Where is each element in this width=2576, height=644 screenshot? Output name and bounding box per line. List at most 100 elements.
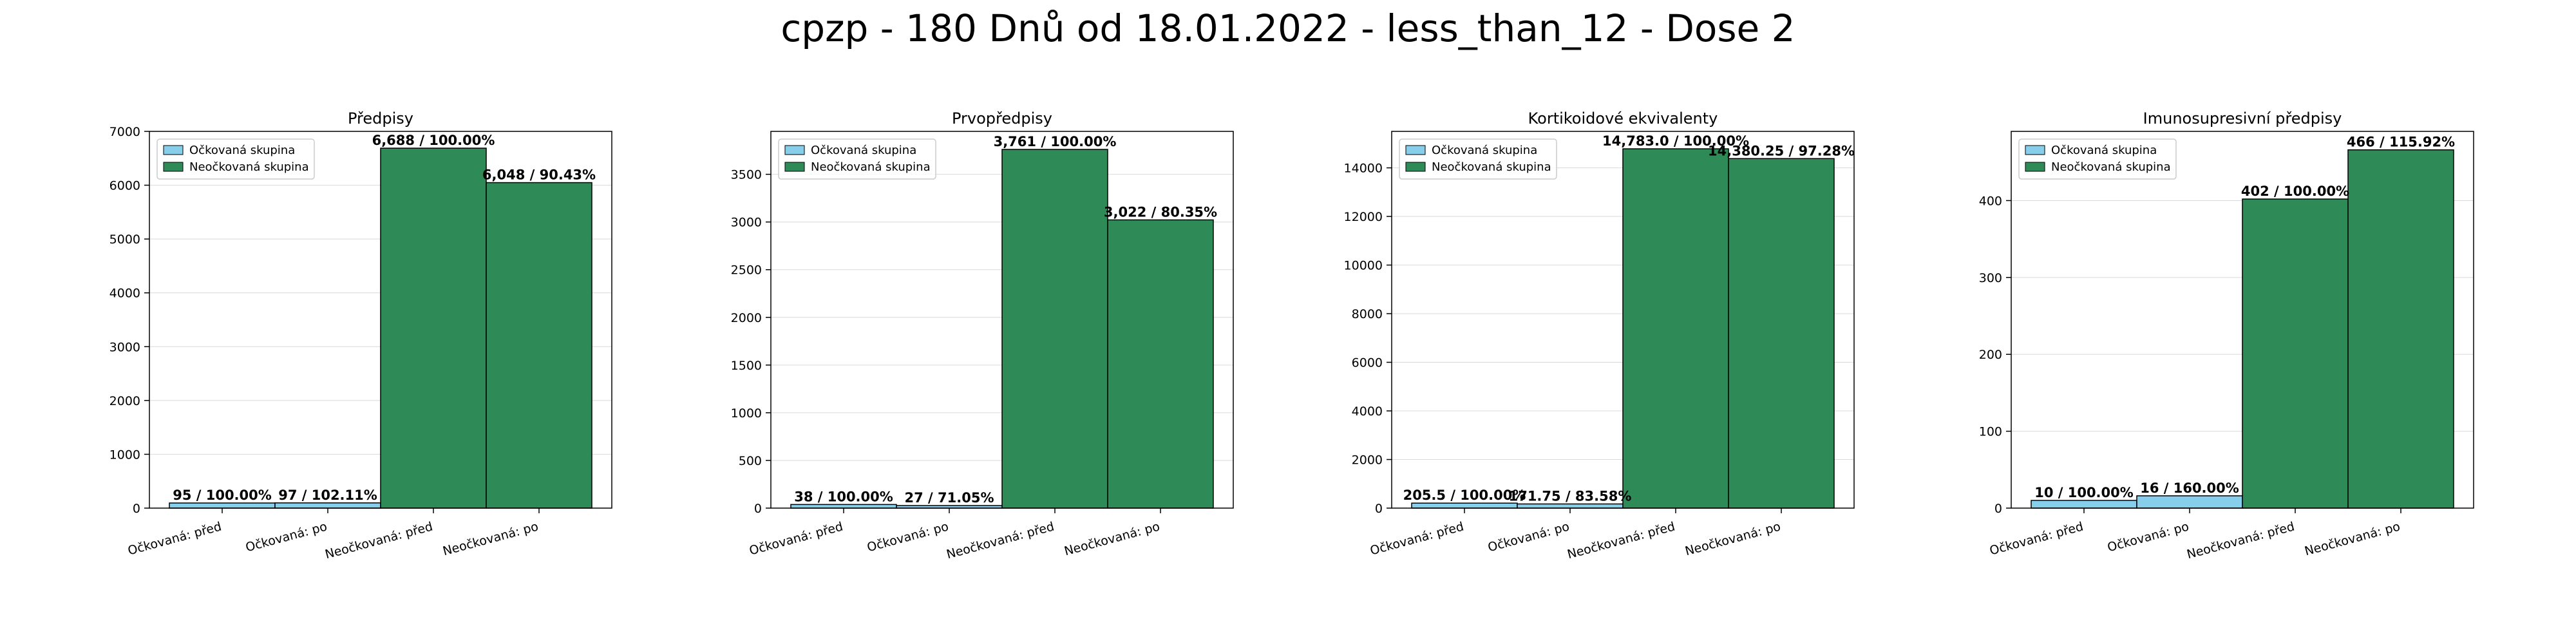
y-tick-label: 500 <box>739 454 762 468</box>
chart-panel-0: 0 1000 2000 3000 4000 5000 6000 7000 Očkovaná: p… <box>109 109 612 562</box>
y-tick-label: 10000 <box>1344 259 1383 273</box>
data-label-0: 205.5 / 100.00% <box>1403 488 1526 503</box>
y-tick-label: 2500 <box>731 263 762 278</box>
x-tick-label: Neočkovaná: po <box>1683 520 1782 559</box>
y-tick-label: 3000 <box>109 340 140 354</box>
y-tick-label: 0 <box>1994 502 2002 516</box>
y-tick-label: 4000 <box>1352 404 1383 419</box>
bar-1 <box>274 502 381 509</box>
legend-label-vaccinated: Očkovaná skupina <box>2051 144 2157 157</box>
y-tick-label: 6000 <box>1352 356 1383 370</box>
bar-3 <box>486 182 592 509</box>
y-tick-label: 8000 <box>1352 307 1383 321</box>
y-tick-label: 1000 <box>109 448 140 462</box>
plot-frame <box>770 131 1234 509</box>
y-tick-label: 5000 <box>109 232 140 247</box>
y-tick-label: 3000 <box>731 216 762 230</box>
y-tick-label: 2000 <box>109 394 140 408</box>
y-tick-label: 3500 <box>731 168 762 182</box>
legend-label-unvaccinated: Neočkovaná skupina <box>1432 160 1551 174</box>
data-label-3: 3,022 / 80.35% <box>1104 204 1217 220</box>
bar-0 <box>790 504 897 509</box>
y-tick-label: 400 <box>1979 194 2002 208</box>
plot-frame <box>149 131 612 509</box>
y-tick-label: 0 <box>133 502 140 516</box>
y-tick-label: 14000 <box>1344 162 1383 176</box>
legend-swatch-vaccinated <box>163 145 184 155</box>
data-label-2: 3,761 / 100.00% <box>994 134 1117 149</box>
legend-box <box>2018 138 2177 180</box>
legend-swatch-vaccinated <box>784 145 805 155</box>
x-tick-label: Očkovaná: před <box>1988 520 2085 558</box>
x-tick-label: Neočkovaná: před <box>1566 520 1676 562</box>
chart-title: Kortikoidové ekvivalenty <box>1528 109 1718 128</box>
bar-2 <box>380 147 487 509</box>
x-tick-label: Očkovaná: po <box>244 520 328 555</box>
x-tick-label: Očkovaná: před <box>126 520 223 558</box>
y-tick-label: 200 <box>1979 348 2002 362</box>
x-tick-label: Očkovaná: před <box>748 520 844 558</box>
data-label-1: 97 / 102.11% <box>278 488 377 503</box>
x-tick-label: Neočkovaná: po <box>441 520 540 559</box>
data-label-3: 14,380.25 / 97.28% <box>1708 143 1855 158</box>
x-tick-label: Očkovaná: před <box>1368 520 1465 558</box>
y-tick-label: 12000 <box>1344 210 1383 224</box>
bar-3 <box>2347 149 2454 509</box>
bar-1 <box>2136 495 2243 509</box>
chart-title: Imunosupresivní předpisy <box>2143 109 2342 128</box>
legend-box <box>156 138 315 180</box>
figure-title: cpzp - 180 Dnů od 18.01.2022 - less_than… <box>781 6 1795 50</box>
data-label-1: 171.75 / 83.58% <box>1509 489 1632 504</box>
y-tick-label: 0 <box>754 502 762 516</box>
y-tick-label: 0 <box>1375 502 1383 516</box>
data-label-3: 6,048 / 90.43% <box>482 167 596 183</box>
legend-swatch-unvaccinated <box>784 162 805 172</box>
bar-2 <box>2242 198 2349 509</box>
x-tick-label: Neočkovaná: po <box>1063 520 1161 559</box>
legend-box <box>1399 138 1557 180</box>
legend-swatch-vaccinated <box>1405 145 1426 155</box>
bar-0 <box>2031 500 2137 509</box>
bar-1 <box>1517 503 1624 509</box>
y-tick-label: 300 <box>1979 271 2002 285</box>
bar-3 <box>1107 219 1214 509</box>
data-label-3: 466 / 115.92% <box>2347 135 2455 150</box>
data-label-0: 10 / 100.00% <box>2034 485 2134 500</box>
data-label-0: 95 / 100.00% <box>173 488 272 503</box>
bar-2 <box>1622 148 1729 509</box>
legend-label-unvaccinated: Neočkovaná skupina <box>2051 160 2171 174</box>
x-tick-label: Neočkovaná: před <box>2185 520 2296 562</box>
y-tick-label: 100 <box>1979 425 2002 439</box>
legend-swatch-vaccinated <box>2025 145 2045 155</box>
bar-2 <box>1001 149 1108 509</box>
x-tick-label: Neočkovaná: před <box>945 520 1056 562</box>
x-tick-label: Neočkovaná: před <box>323 520 434 562</box>
bar-0 <box>1411 502 1518 509</box>
chart-title: Prvopředpisy <box>952 109 1052 128</box>
legend-box <box>778 138 936 180</box>
x-tick-label: Očkovaná: po <box>1486 520 1571 555</box>
legend-swatch-unvaccinated <box>163 162 184 172</box>
bar-3 <box>1728 158 1835 509</box>
legend-label-vaccinated: Očkovaná skupina <box>1432 144 1537 157</box>
data-label-1: 27 / 71.05% <box>905 490 994 506</box>
legend-swatch-unvaccinated <box>1405 162 1426 172</box>
legend-label-unvaccinated: Neočkovaná skupina <box>811 160 931 174</box>
data-label-2: 14,783.0 / 100.00% <box>1602 133 1749 149</box>
x-tick-label: Neočkovaná: po <box>2303 520 2401 559</box>
bar-0 <box>169 502 276 509</box>
y-tick-label: 7000 <box>109 125 140 139</box>
y-tick-label: 1500 <box>731 359 762 373</box>
y-tick-label: 1000 <box>731 406 762 421</box>
data-label-1: 16 / 160.00% <box>2140 480 2239 496</box>
y-tick-label: 4000 <box>109 287 140 301</box>
legend-label-vaccinated: Očkovaná skupina <box>811 144 916 157</box>
y-tick-label: 2000 <box>731 311 762 325</box>
chart-panel-1: 0 500 1000 1500 2000 2500 3000 3500 Očkovaná: př… <box>731 109 1234 562</box>
x-tick-label: Očkovaná: po <box>2106 520 2190 555</box>
plot-frame <box>2011 131 2474 509</box>
y-tick-label: 6000 <box>109 179 140 193</box>
data-label-2: 6,688 / 100.00% <box>372 133 495 148</box>
legend-swatch-unvaccinated <box>2025 162 2045 172</box>
